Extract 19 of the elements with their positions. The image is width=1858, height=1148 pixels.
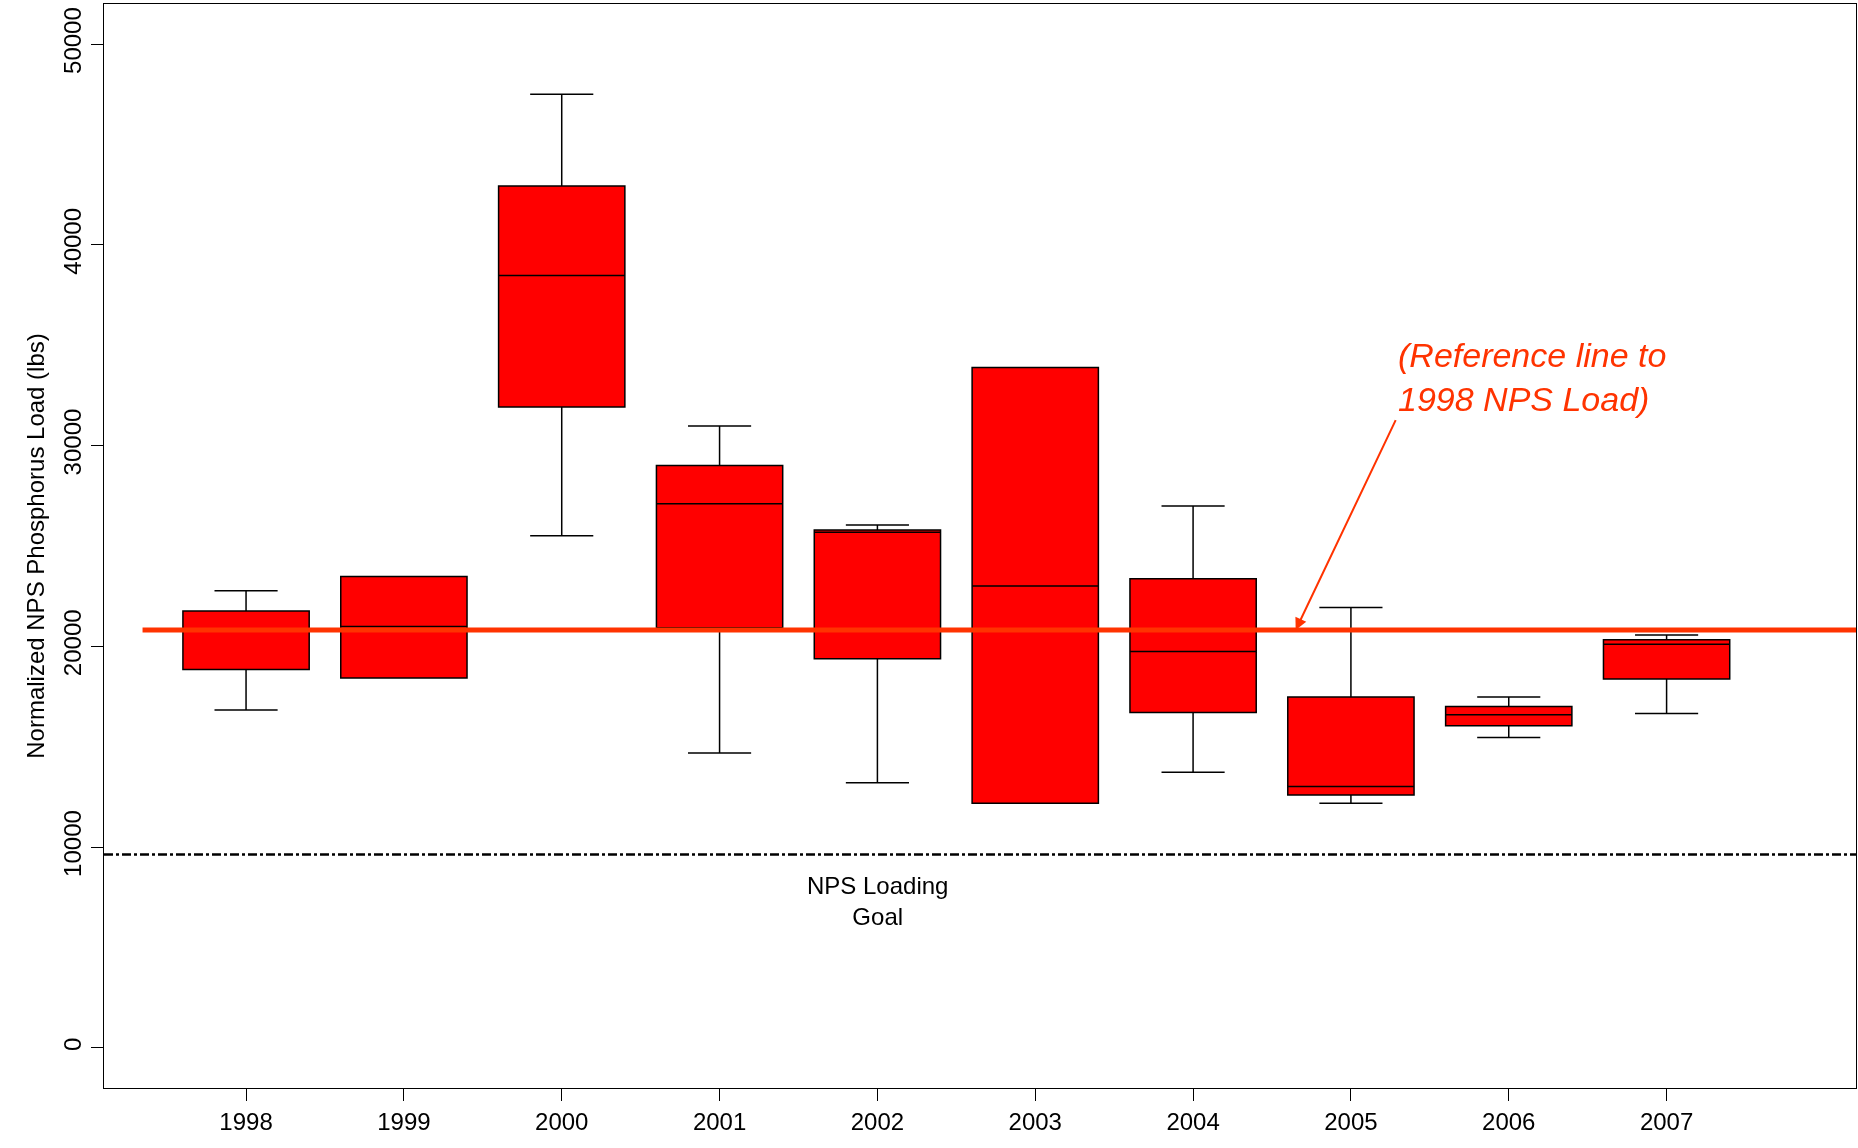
x-tick-label: 1999	[377, 1107, 431, 1135]
y-tick-label: 0	[59, 1037, 87, 1051]
x-tick-label: 1998	[219, 1107, 273, 1135]
x-tick-label: 2001	[692, 1107, 747, 1135]
y-tick-label: 50000	[59, 7, 87, 74]
y-tick-label: 20000	[59, 609, 87, 677]
y-tick-label: 40000	[59, 207, 87, 275]
y-tick-label: 30000	[59, 408, 87, 476]
ref-line-label: NPS Loading Goal	[807, 872, 949, 931]
x-tick-label: 2004	[1166, 1107, 1220, 1135]
y-tick-label: 10000	[59, 810, 87, 877]
ref-line-label: (Reference line to 1998 NPS Load)	[1398, 336, 1667, 419]
x-tick-label: 2002	[850, 1107, 905, 1135]
x-tick-label: 2007	[1639, 1107, 1694, 1135]
x-tick-label: 2000	[535, 1107, 589, 1135]
x-tick-label: 2005	[1324, 1107, 1378, 1135]
y-axis-title: Normalized NPS Phosphorus Load (lbs)	[21, 333, 49, 759]
x-tick-label: 2003	[1008, 1107, 1062, 1135]
x-tick-label: 2006	[1482, 1107, 1536, 1135]
